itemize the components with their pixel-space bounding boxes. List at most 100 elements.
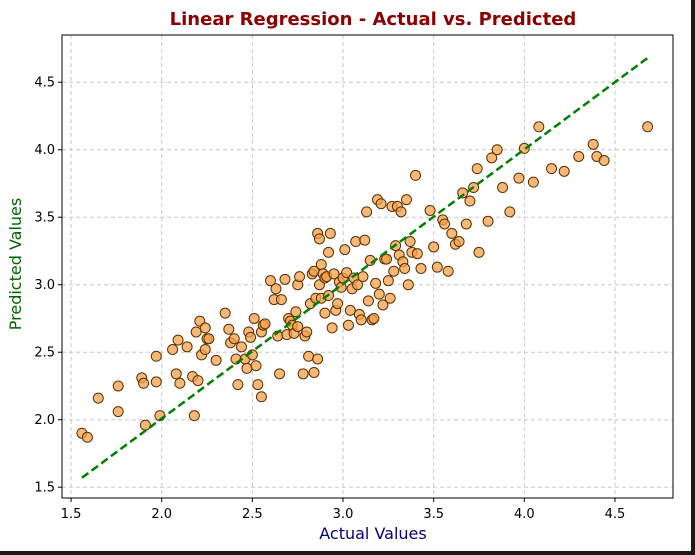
data-point xyxy=(292,321,304,333)
data-point xyxy=(428,241,440,253)
data-point xyxy=(279,273,291,285)
data-point xyxy=(546,163,558,175)
data-points xyxy=(76,121,654,443)
data-point xyxy=(290,306,302,318)
data-point xyxy=(81,431,93,443)
data-point xyxy=(518,142,530,154)
data-point xyxy=(342,319,354,331)
data-point xyxy=(255,391,267,403)
y-tick-label: 2.0 xyxy=(34,413,55,428)
data-point xyxy=(274,368,286,380)
data-point xyxy=(303,350,315,362)
data-point xyxy=(370,277,382,289)
data-point xyxy=(138,377,150,389)
data-point xyxy=(482,215,494,227)
y-tick-label: 4.0 xyxy=(34,143,55,158)
data-point xyxy=(357,271,369,283)
data-point xyxy=(174,377,186,389)
data-point xyxy=(377,299,389,311)
x-tick-label: 1.5 xyxy=(61,507,82,522)
data-point xyxy=(400,194,412,206)
data-point xyxy=(373,288,385,300)
data-point xyxy=(313,233,325,245)
data-point xyxy=(324,227,336,239)
data-point xyxy=(170,368,182,380)
data-point xyxy=(527,176,539,188)
data-point xyxy=(167,344,179,356)
data-point xyxy=(139,419,151,431)
data-point xyxy=(232,379,244,391)
data-point xyxy=(210,354,222,366)
data-point xyxy=(642,121,654,133)
data-point xyxy=(203,333,215,345)
data-point xyxy=(150,350,162,362)
data-point xyxy=(223,323,235,335)
data-point xyxy=(410,169,422,181)
chart-title: Linear Regression - Actual vs. Predicted xyxy=(170,9,577,30)
data-point xyxy=(404,236,416,248)
data-point xyxy=(150,376,162,388)
data-point xyxy=(328,268,340,280)
data-point xyxy=(199,322,211,334)
data-point xyxy=(219,307,231,319)
data-point xyxy=(388,265,400,277)
data-point xyxy=(341,267,353,279)
data-point xyxy=(486,152,498,164)
data-point xyxy=(294,271,306,283)
data-point xyxy=(375,198,387,210)
x-tick-label: 4.0 xyxy=(514,507,535,522)
data-point xyxy=(248,312,260,324)
regression-line xyxy=(81,56,649,479)
data-point xyxy=(424,204,436,216)
plot-area xyxy=(61,34,674,499)
data-point xyxy=(598,155,610,167)
data-point xyxy=(188,410,200,422)
x-tick-label: 2.0 xyxy=(151,507,172,522)
data-point xyxy=(361,206,373,218)
x-tick-label: 3.0 xyxy=(333,507,354,522)
data-point xyxy=(457,187,469,199)
data-point xyxy=(399,263,411,275)
data-point xyxy=(431,261,443,273)
data-point xyxy=(344,304,356,316)
data-point xyxy=(323,246,335,258)
data-point xyxy=(301,326,313,338)
data-point xyxy=(339,244,351,256)
y-tick-label: 3.5 xyxy=(34,211,55,226)
y-tick-label: 4.5 xyxy=(34,76,55,91)
data-point xyxy=(350,236,362,248)
data-point xyxy=(533,121,545,133)
data-point xyxy=(259,318,271,330)
data-point xyxy=(395,206,407,218)
data-point xyxy=(558,165,570,177)
data-point xyxy=(504,206,516,218)
y-tick-label: 1.5 xyxy=(34,481,55,496)
data-point xyxy=(112,380,124,392)
data-point xyxy=(315,258,327,270)
data-point xyxy=(112,406,124,418)
data-point xyxy=(92,392,104,404)
data-point xyxy=(446,227,458,239)
data-point xyxy=(359,234,371,246)
x-tick-label: 3.5 xyxy=(423,507,444,522)
data-point xyxy=(172,334,184,346)
y-axis-label: Predicted Values xyxy=(6,198,25,330)
data-point xyxy=(250,360,262,372)
data-point xyxy=(384,292,396,304)
data-point xyxy=(453,236,465,248)
data-point xyxy=(415,263,427,275)
data-point xyxy=(464,195,476,207)
data-point xyxy=(352,279,364,291)
data-point xyxy=(513,172,525,184)
data-point xyxy=(228,333,240,345)
data-point xyxy=(460,218,472,230)
data-point xyxy=(471,163,483,175)
data-point xyxy=(411,248,423,260)
data-point xyxy=(362,295,374,307)
data-point xyxy=(319,307,331,319)
data-point xyxy=(573,150,585,162)
y-tick-label: 3.0 xyxy=(34,278,55,293)
data-point xyxy=(312,353,324,365)
